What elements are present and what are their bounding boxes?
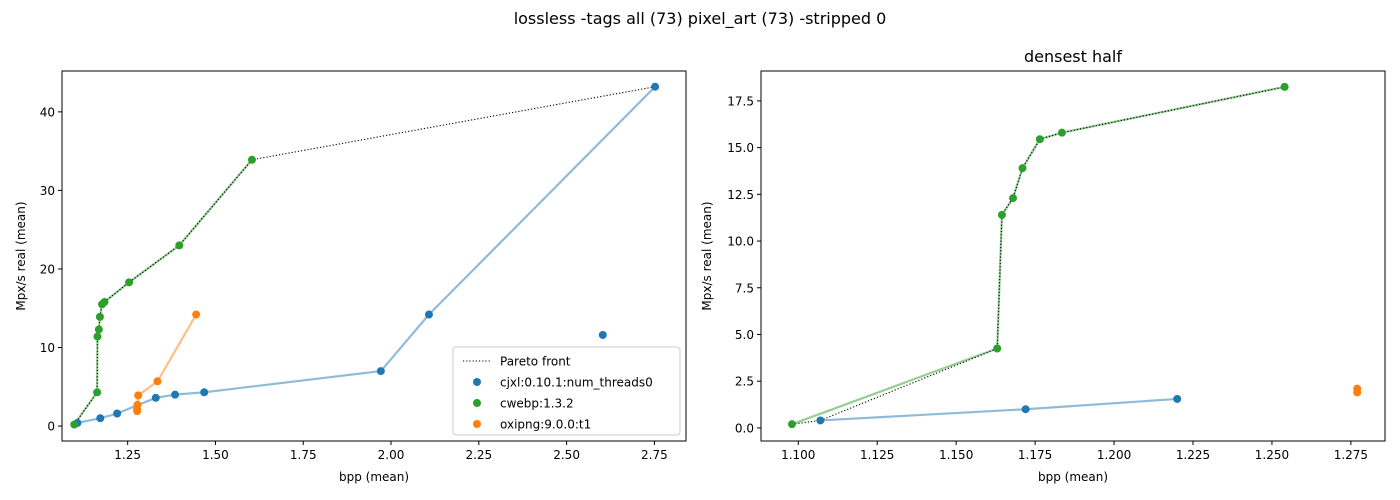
left-x-tick-label: 1.50	[202, 448, 229, 462]
left-point-cwebp	[94, 325, 103, 334]
right-x-tick-label: 1.125	[860, 448, 894, 462]
right-x-tick-label: 1.100	[781, 448, 815, 462]
left-x-tick-label: 2.50	[553, 448, 580, 462]
left-x-tick-label: 1.25	[114, 448, 141, 462]
right-point-cwebp	[1280, 82, 1289, 91]
right-axes-frame	[760, 70, 1386, 442]
panel-densest-half: densest half 1.100 1.125 1.150 1.175 1.200 1.2…	[700, 47, 1386, 484]
right-y-tick-label: 12.5	[727, 188, 754, 202]
left-y-tick-label: 10	[40, 341, 55, 355]
right-point-cwebp	[993, 344, 1002, 353]
right-y-tick-label: 2.5	[735, 375, 754, 389]
left-point-oxipng	[133, 400, 142, 409]
left-pareto-front-line	[73, 86, 656, 425]
left-point-cwebp	[175, 241, 184, 250]
right-y-tick-label: 5.0	[735, 328, 754, 342]
left-point-oxipng	[134, 391, 143, 400]
right-point-oxipng	[1353, 384, 1362, 393]
right-point-cwebp	[1057, 128, 1066, 137]
legend-swatch-cjxl	[473, 378, 481, 386]
left-y-tick-label: 0	[47, 420, 55, 434]
left-y-tick-label: 20	[40, 262, 55, 276]
right-x-tick-label: 1.175	[1018, 448, 1052, 462]
left-point-cjxl	[424, 310, 433, 319]
legend-label: Pareto front	[500, 355, 571, 369]
legend-label: cjxl:0.10.1:num_threads0	[500, 376, 653, 390]
left-series-line-cwebp	[73, 159, 253, 426]
right-y-tick-label: 17.5	[727, 94, 754, 108]
right-point-cwebp	[787, 420, 796, 429]
right-point-cjxl	[816, 416, 825, 425]
right-y-tick-label: 7.5	[735, 281, 754, 295]
right-point-cwebp	[997, 210, 1006, 219]
left-point-cwebp	[125, 278, 134, 287]
right-series-line-cjxl	[820, 397, 1178, 422]
right-x-tick-label: 1.150	[939, 448, 973, 462]
left-point-cjxl	[200, 388, 209, 397]
left-point-cjxl	[651, 82, 660, 91]
left-y-tick-label: 30	[40, 184, 55, 198]
right-y-tick-label: 0.0	[735, 421, 754, 435]
left-x-axis-label: bpp (mean)	[339, 470, 409, 484]
left-point-oxipng	[192, 310, 201, 319]
left-point-cjxl	[171, 390, 180, 399]
right-x-tick-label: 1.225	[1176, 448, 1210, 462]
left-point-cwebp	[100, 297, 109, 306]
left-point-cjxl	[598, 330, 607, 339]
left-point-cjxl	[151, 393, 160, 402]
legend-label: oxipng:9.0.0:t1	[500, 418, 591, 432]
left-legend: Pareto front cjxl:0.10.1:num_threads0cweb…	[452, 346, 681, 436]
left-point-cwebp	[93, 388, 102, 397]
left-y-tick-label: 40	[40, 105, 55, 119]
right-x-tick-label: 1.250	[1255, 448, 1289, 462]
left-point-cwebp	[70, 420, 79, 429]
left-point-cwebp	[95, 312, 104, 321]
right-point-cwebp	[1035, 135, 1044, 144]
right-point-cjxl	[1021, 405, 1030, 414]
right-point-cwebp	[1018, 164, 1027, 173]
left-y-axis-label: Mpx/s real (mean)	[14, 201, 28, 310]
left-point-cjxl	[376, 367, 385, 376]
left-x-tick-label: 2.75	[641, 448, 668, 462]
right-y-tick-label: 15.0	[727, 141, 754, 155]
left-point-cwebp	[93, 332, 102, 341]
figure-suptitle: lossless -tags all (73) pixel_art (73) -…	[514, 9, 887, 29]
legend-label: cwebp:1.3.2	[500, 397, 574, 411]
left-point-cjxl	[96, 414, 105, 423]
right-y-tick-label: 10.0	[727, 235, 754, 249]
legend-box	[452, 346, 681, 436]
right-point-cwebp	[1009, 194, 1017, 203]
legend-swatch-oxipng	[473, 420, 481, 428]
legend-swatch-cwebp	[473, 399, 481, 407]
right-point-cjxl	[1173, 394, 1182, 403]
left-x-tick-label: 1.75	[290, 448, 317, 462]
right-x-tick-label: 1.200	[1097, 448, 1131, 462]
left-axes-frame	[61, 70, 687, 442]
left-x-tick-label: 2.25	[465, 448, 492, 462]
panel-left: 1.25 1.50 1.75 2.00 2.25 2.50 2.75 0 10 20 30 40 bpp…	[14, 70, 687, 484]
right-x-axis-label: bpp (mean)	[1038, 470, 1108, 484]
left-point-cjxl	[113, 409, 122, 418]
right-y-axis-label: Mpx/s real (mean)	[700, 201, 714, 310]
left-point-cwebp	[247, 155, 256, 164]
left-point-oxipng	[153, 377, 162, 386]
right-chart-title: densest half	[1024, 47, 1122, 66]
right-x-tick-label: 1.275	[1334, 448, 1368, 462]
left-x-tick-label: 2.00	[378, 448, 405, 462]
